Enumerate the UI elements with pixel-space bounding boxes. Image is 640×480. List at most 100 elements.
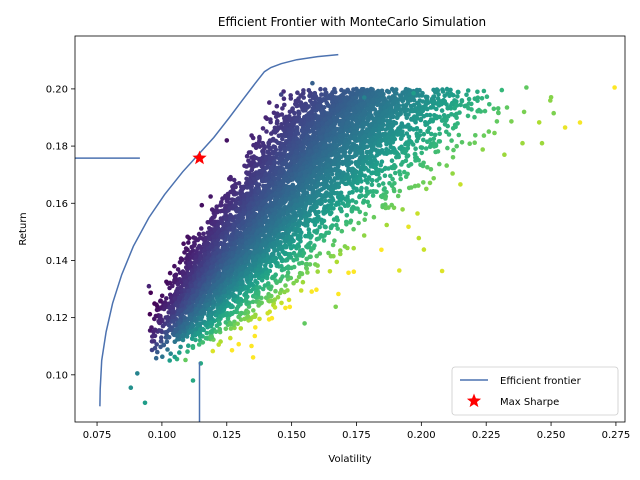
portfolio-point bbox=[155, 349, 160, 355]
portfolio-point bbox=[424, 112, 430, 118]
portfolio-point bbox=[371, 214, 377, 220]
portfolio-point bbox=[475, 89, 480, 95]
portfolio-point bbox=[450, 155, 456, 160]
portfolio-point bbox=[398, 136, 404, 141]
portfolio-point bbox=[317, 224, 323, 230]
portfolio-point bbox=[276, 174, 281, 180]
portfolio-point bbox=[165, 314, 170, 320]
portfolio-point bbox=[225, 316, 231, 322]
portfolio-point bbox=[462, 103, 468, 109]
portfolio-point bbox=[183, 265, 189, 270]
portfolio-point bbox=[338, 248, 343, 253]
portfolio-point bbox=[244, 185, 250, 190]
portfolio-point bbox=[356, 145, 362, 150]
portfolio-point bbox=[320, 234, 325, 239]
portfolio-point bbox=[294, 125, 300, 130]
portfolio-point bbox=[419, 145, 425, 150]
portfolio-point bbox=[435, 149, 441, 154]
portfolio-point bbox=[252, 171, 257, 177]
portfolio-point bbox=[403, 174, 409, 179]
portfolio-point bbox=[309, 233, 314, 239]
portfolio-point bbox=[394, 91, 399, 96]
portfolio-point bbox=[298, 121, 303, 127]
portfolio-point bbox=[253, 325, 258, 330]
portfolio-point bbox=[281, 250, 287, 255]
portfolio-point bbox=[342, 244, 348, 249]
portfolio-point bbox=[280, 274, 285, 279]
portfolio-point bbox=[425, 165, 430, 170]
portfolio-point bbox=[265, 281, 271, 287]
portfolio-point bbox=[198, 253, 204, 259]
portfolio-point bbox=[266, 160, 272, 165]
portfolio-point bbox=[276, 160, 281, 166]
portfolio-point bbox=[415, 112, 421, 117]
portfolio-point bbox=[266, 317, 272, 322]
portfolio-point bbox=[304, 265, 309, 271]
portfolio-point bbox=[173, 276, 178, 281]
portfolio-point bbox=[244, 170, 249, 175]
portfolio-point bbox=[464, 92, 469, 98]
portfolio-point bbox=[458, 102, 463, 108]
portfolio-point bbox=[178, 344, 183, 350]
portfolio-point bbox=[263, 233, 268, 239]
portfolio-point bbox=[398, 176, 404, 182]
portfolio-point bbox=[323, 224, 328, 230]
portfolio-point bbox=[309, 289, 315, 294]
portfolio-point bbox=[343, 138, 348, 144]
portfolio-point bbox=[288, 116, 294, 122]
portfolio-point bbox=[338, 251, 343, 257]
portfolio-point bbox=[379, 148, 385, 153]
portfolio-point bbox=[279, 300, 284, 306]
portfolio-point bbox=[343, 124, 349, 130]
portfolio-point bbox=[189, 329, 194, 335]
portfolio-point bbox=[192, 303, 198, 308]
portfolio-point bbox=[167, 280, 173, 286]
portfolio-point bbox=[436, 139, 442, 144]
portfolio-point bbox=[370, 193, 376, 198]
portfolio-point bbox=[456, 132, 462, 138]
portfolio-point bbox=[261, 227, 267, 232]
portfolio-point bbox=[390, 176, 395, 182]
portfolio-point bbox=[361, 233, 367, 238]
portfolio-point bbox=[509, 119, 514, 124]
portfolio-point bbox=[264, 129, 269, 134]
portfolio-point bbox=[435, 96, 441, 101]
portfolio-point bbox=[236, 206, 241, 212]
portfolio-point bbox=[308, 98, 313, 104]
portfolio-point bbox=[286, 297, 292, 303]
portfolio-point bbox=[459, 140, 465, 145]
portfolio-point bbox=[429, 131, 434, 137]
portfolio-point bbox=[432, 132, 438, 138]
portfolio-point bbox=[303, 262, 309, 267]
portfolio-point bbox=[283, 305, 288, 311]
portfolio-point bbox=[154, 342, 159, 347]
portfolio-point bbox=[230, 197, 235, 202]
portfolio-point bbox=[386, 95, 392, 100]
portfolio-point bbox=[382, 173, 388, 178]
portfolio-point bbox=[459, 98, 465, 103]
portfolio-point bbox=[274, 280, 280, 286]
portfolio-point bbox=[168, 295, 174, 301]
portfolio-point bbox=[469, 101, 474, 107]
portfolio-point bbox=[243, 230, 249, 236]
portfolio-point bbox=[484, 94, 490, 99]
portfolio-point bbox=[199, 202, 205, 208]
portfolio-point bbox=[347, 181, 353, 186]
portfolio-point bbox=[306, 227, 312, 232]
portfolio-point bbox=[267, 293, 273, 299]
portfolio-point bbox=[388, 173, 393, 179]
portfolio-point bbox=[296, 109, 301, 115]
portfolio-point bbox=[379, 168, 385, 173]
portfolio-point bbox=[160, 354, 165, 360]
portfolio-point bbox=[210, 348, 216, 354]
portfolio-point bbox=[521, 109, 527, 115]
portfolio-point bbox=[217, 327, 222, 333]
portfolio-point bbox=[262, 266, 268, 272]
portfolio-point bbox=[402, 169, 407, 175]
portfolio-point bbox=[406, 185, 412, 191]
portfolio-point bbox=[340, 159, 345, 165]
portfolio-point bbox=[315, 269, 321, 274]
portfolio-point bbox=[466, 96, 472, 102]
portfolio-point bbox=[223, 212, 228, 217]
